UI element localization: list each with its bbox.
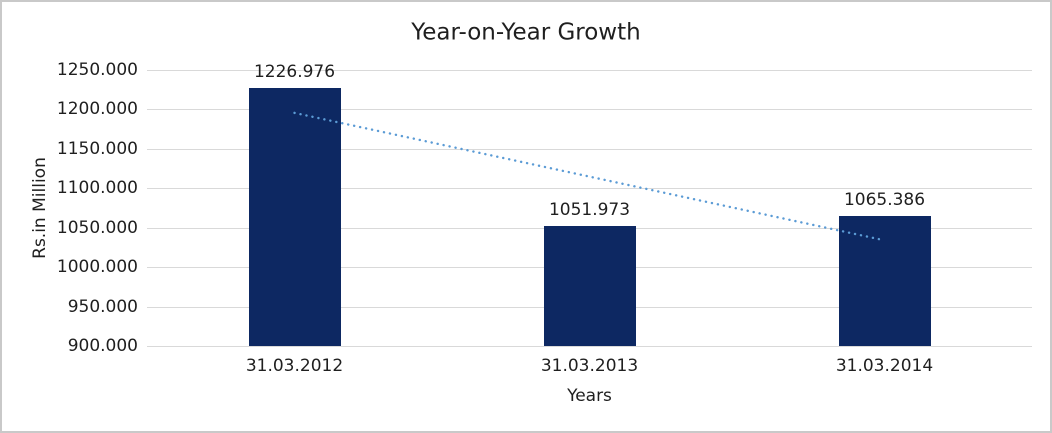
x-axis-category-label: 31.03.2013 xyxy=(540,356,639,376)
bar-value-label: 1051.973 xyxy=(548,200,631,221)
y-axis-title: Rs.in Million xyxy=(30,157,50,259)
bar-value-label: 1065.386 xyxy=(843,189,926,210)
y-axis-tick-label: 1250.000 xyxy=(56,60,138,80)
y-axis-tick-label: 950.000 xyxy=(67,296,138,317)
y-axis-tick-label: 900.000 xyxy=(67,336,138,356)
bar-value-label: 1226.976 xyxy=(253,62,336,83)
x-axis-category-label: 31.03.2012 xyxy=(245,356,344,376)
y-axis-tick-label: 1050.000 xyxy=(56,217,138,238)
y-gridline xyxy=(147,109,1032,111)
y-axis-tick-label: 1100.000 xyxy=(56,178,138,199)
y-gridline xyxy=(147,346,1032,347)
y-axis-tick-label: 1000.000 xyxy=(56,257,138,278)
bar-31.03.2014 xyxy=(838,215,931,346)
y-axis-tick-label: 1200.000 xyxy=(56,99,138,120)
chart-title: Year-on-Year Growth xyxy=(411,19,641,46)
y-gridline xyxy=(147,70,1032,71)
y-axis-tick-label: 1150.000 xyxy=(56,138,138,159)
x-axis-category-label: 31.03.2014 xyxy=(835,356,934,376)
bar-31.03.2012 xyxy=(248,88,341,346)
bar-31.03.2013 xyxy=(543,226,636,346)
x-axis-title: Years xyxy=(567,386,612,406)
